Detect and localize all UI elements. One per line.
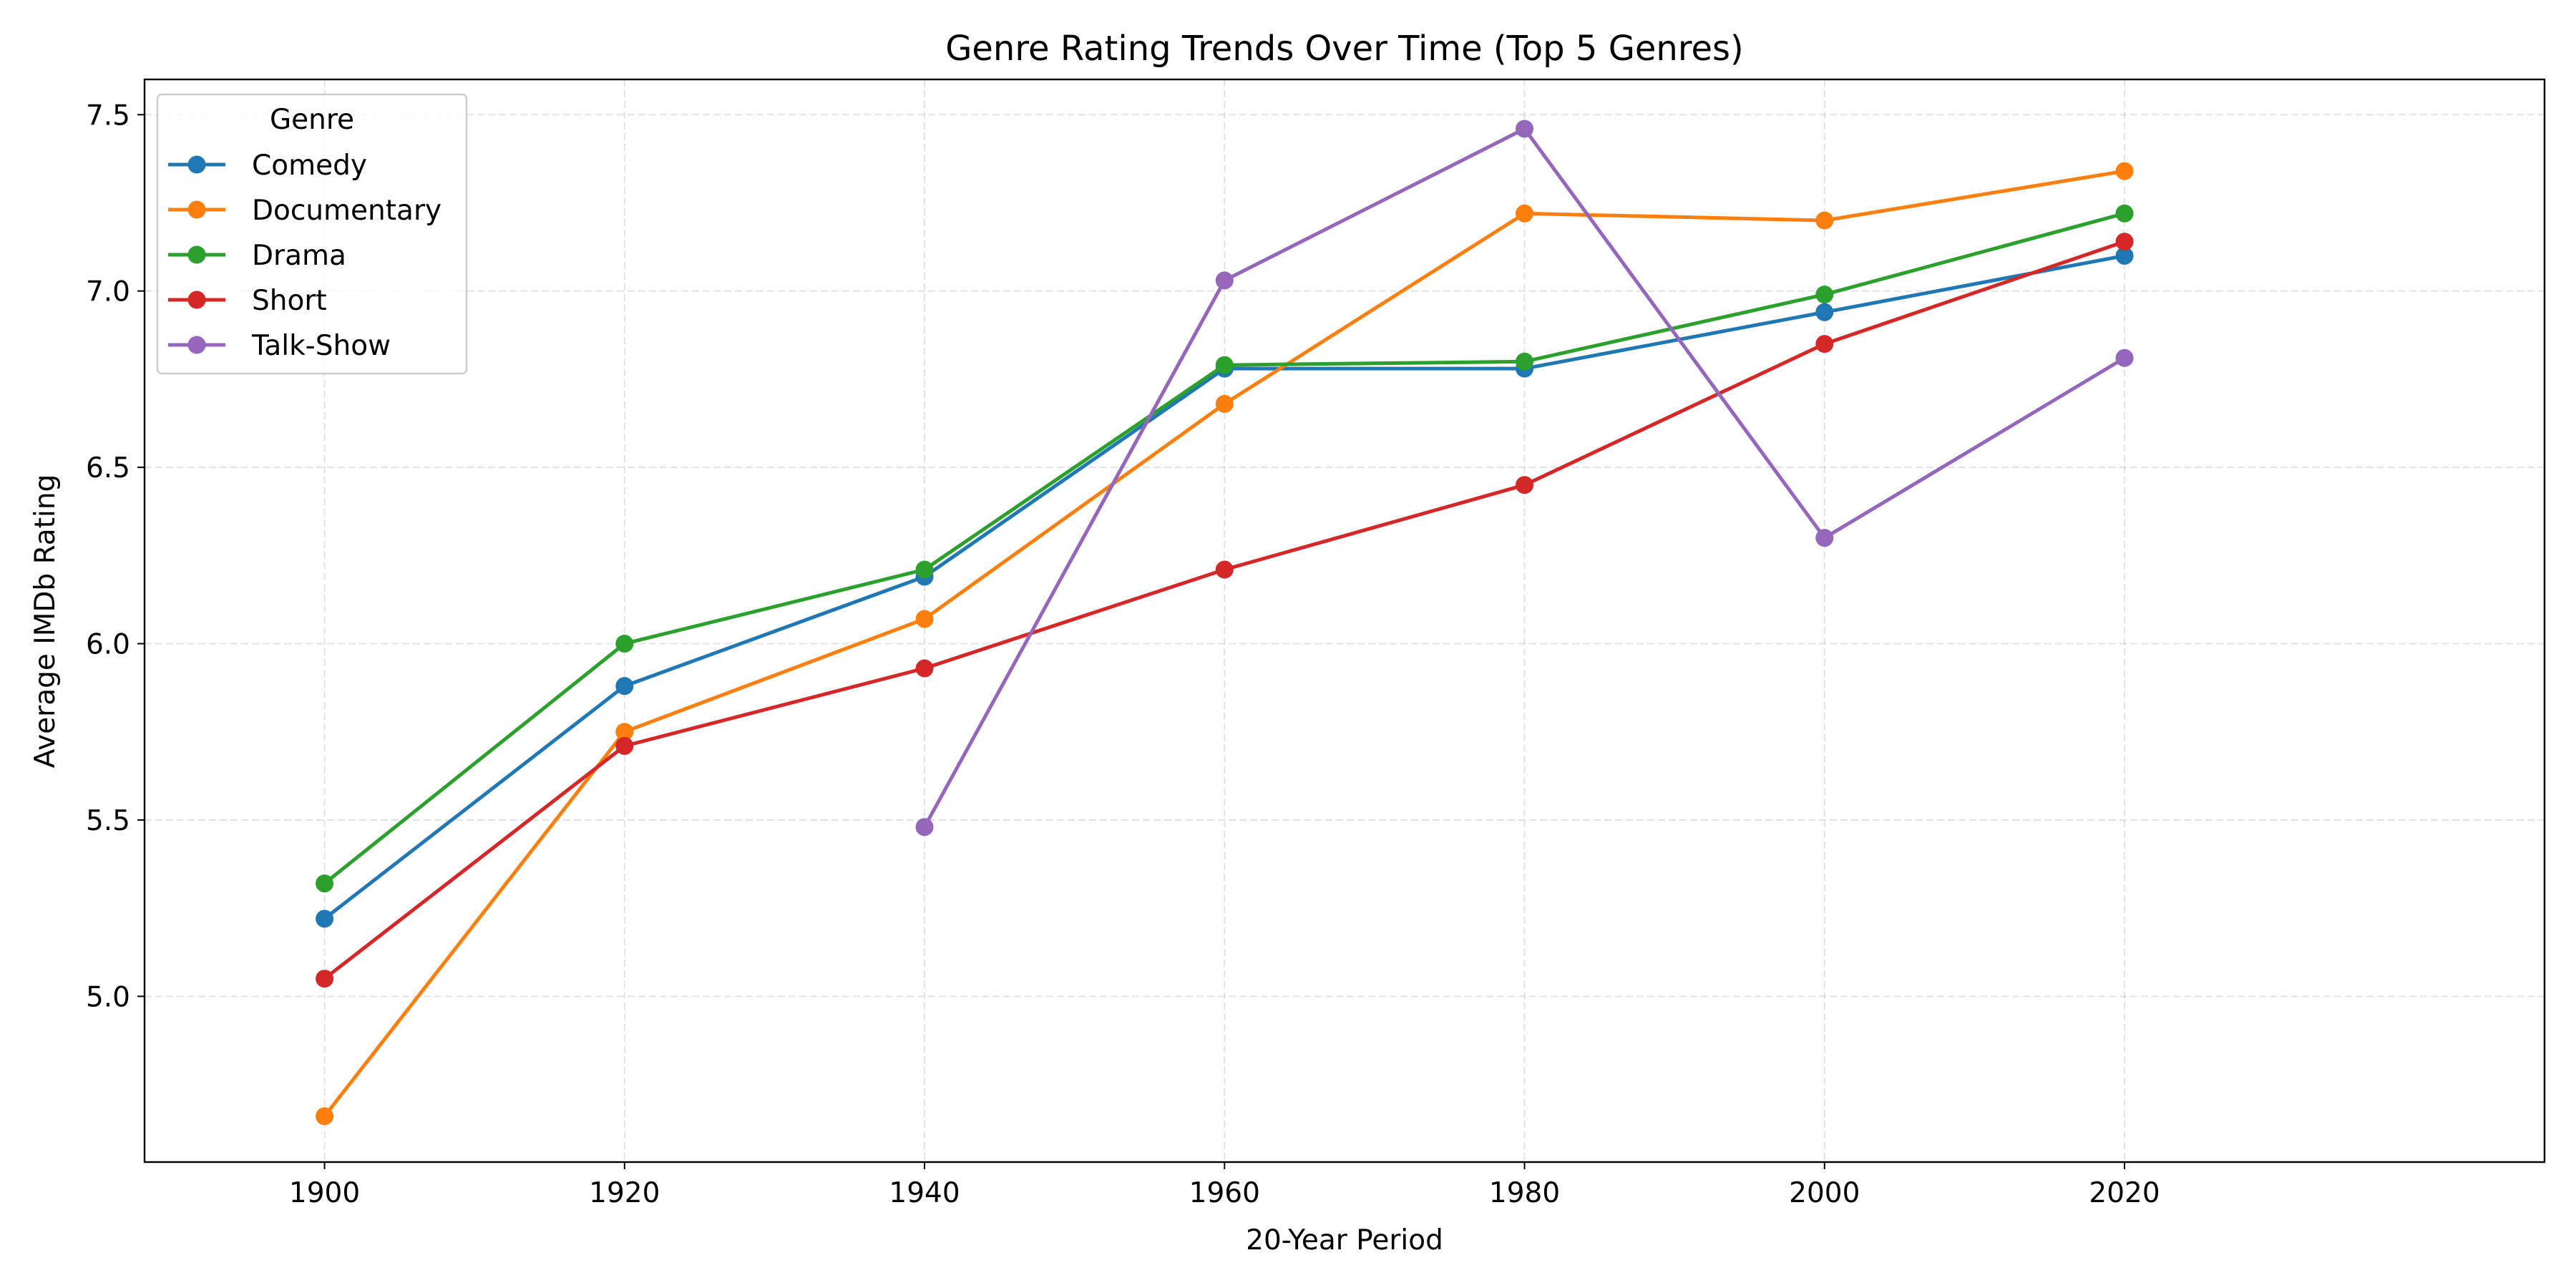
x-tick-label: 1940 xyxy=(889,1177,960,1209)
y-axis: 5.0 5.5 6.0 6.5 7.0 7.5 xyxy=(86,99,145,1013)
data-point-talk-show xyxy=(1815,529,1834,547)
data-point-comedy xyxy=(316,909,334,928)
data-point-talk-show xyxy=(1516,119,1534,138)
data-point-documentary xyxy=(1516,204,1534,223)
data-point-drama xyxy=(1815,286,1834,304)
legend-label: Comedy xyxy=(252,150,367,182)
legend: Genre Comedy Documentary Drama Short Talk-Sh… xyxy=(156,93,468,375)
data-point-short xyxy=(615,736,634,755)
legend-label: Short xyxy=(252,285,327,317)
legend-item-drama: Drama xyxy=(168,240,346,272)
series-documentary xyxy=(316,162,2134,1126)
data-point-documentary xyxy=(2115,162,2134,180)
y-tick-label: 7.5 xyxy=(86,99,130,132)
data-point-short xyxy=(1516,476,1534,494)
legend-label: Talk-Show xyxy=(251,330,391,362)
x-axis: 1900 1920 1940 1960 1980 2000 2020 xyxy=(289,1162,2160,1209)
data-point-documentary xyxy=(1215,394,1234,413)
data-point-short xyxy=(915,659,934,678)
legend-swatch-marker xyxy=(187,336,206,354)
data-point-documentary xyxy=(1815,211,1834,230)
y-tick-label: 6.0 xyxy=(86,629,130,661)
legend-box xyxy=(156,93,468,375)
series-talk-show xyxy=(915,119,2134,836)
data-point-short xyxy=(2115,233,2134,251)
data-point-short xyxy=(1215,560,1234,579)
data-point-documentary xyxy=(915,610,934,628)
legend-label: Drama xyxy=(252,240,346,272)
data-point-short xyxy=(316,970,334,988)
data-point-drama xyxy=(915,560,934,579)
data-point-talk-show xyxy=(2115,348,2134,367)
y-tick-label: 5.5 xyxy=(86,805,130,837)
legend-title: Genre xyxy=(270,104,354,136)
data-point-drama xyxy=(615,635,634,653)
data-point-documentary xyxy=(316,1107,334,1126)
legend-swatch-marker xyxy=(187,155,206,174)
series-drama xyxy=(316,204,2134,893)
legend-item-talk-show: Talk-Show xyxy=(168,330,391,362)
plot-frame xyxy=(143,78,2546,1163)
x-tick-label: 1980 xyxy=(1489,1177,1560,1209)
chart-title: Genre Rating Trends Over Time (Top 5 Gen… xyxy=(945,29,1744,69)
legend-items: Comedy Documentary Drama Short Talk-Show xyxy=(168,150,441,362)
x-tick-label: 2020 xyxy=(2089,1177,2160,1209)
data-point-drama xyxy=(2115,204,2134,223)
legend-item-short: Short xyxy=(168,285,327,317)
legend-swatch-marker xyxy=(187,291,206,309)
data-point-short xyxy=(1815,335,1834,353)
x-tick-label: 2000 xyxy=(1789,1177,1860,1209)
legend-item-documentary: Documentary xyxy=(168,195,441,227)
x-tick-label: 1960 xyxy=(1189,1177,1260,1209)
data-point-comedy xyxy=(615,677,634,696)
data-point-talk-show xyxy=(1215,271,1234,290)
data-point-documentary xyxy=(615,723,634,741)
legend-label: Documentary xyxy=(252,195,441,227)
legend-swatch-marker xyxy=(187,200,206,219)
x-axis-label: 20-Year Period xyxy=(1246,1224,1443,1257)
x-tick-label: 1900 xyxy=(289,1177,360,1209)
data-point-drama xyxy=(1215,356,1234,374)
y-axis-label: Average IMDb Rating xyxy=(29,474,62,769)
data-point-drama xyxy=(316,874,334,893)
data-point-talk-show xyxy=(915,818,934,836)
legend-item-comedy: Comedy xyxy=(168,150,367,182)
data-point-comedy xyxy=(2115,246,2134,265)
series-short xyxy=(316,233,2134,988)
data-point-comedy xyxy=(1815,303,1834,321)
y-tick-label: 6.5 xyxy=(86,452,130,484)
data-point-drama xyxy=(1516,352,1534,371)
y-tick-label: 5.0 xyxy=(86,981,130,1013)
legend-swatch-marker xyxy=(187,245,206,264)
series-layer xyxy=(316,119,2134,1126)
x-tick-label: 1920 xyxy=(589,1177,660,1209)
y-tick-label: 7.0 xyxy=(86,276,130,308)
